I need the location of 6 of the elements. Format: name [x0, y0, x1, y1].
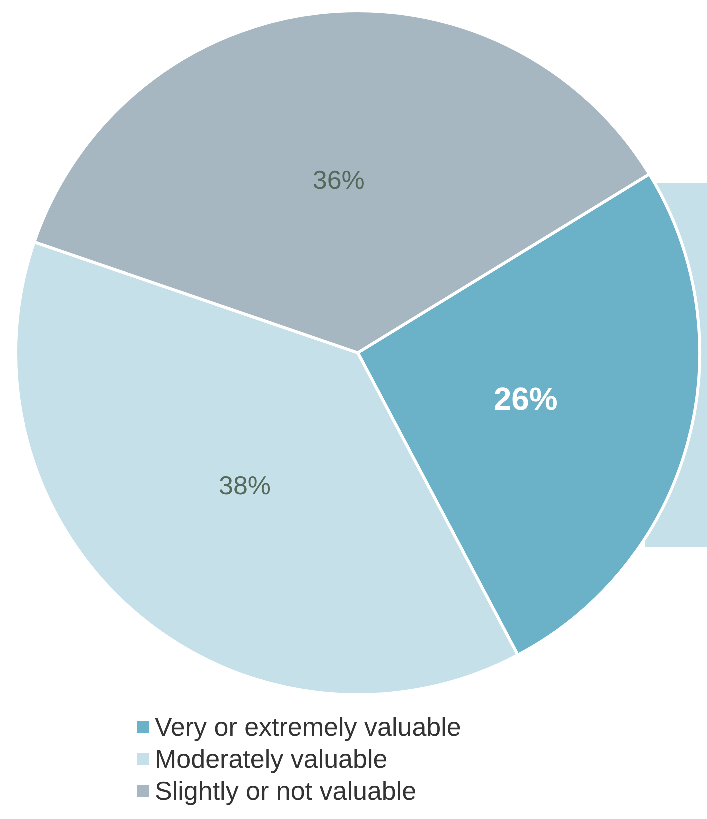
legend-label: Very or extremely valuable — [155, 712, 462, 742]
data-label: 36% — [312, 165, 365, 196]
data-label: 26% — [494, 380, 558, 417]
data-label: 38% — [218, 470, 272, 500]
legend-label: Moderately valuable — [155, 744, 388, 774]
legend-label: Slightly or not valuable — [155, 776, 417, 806]
